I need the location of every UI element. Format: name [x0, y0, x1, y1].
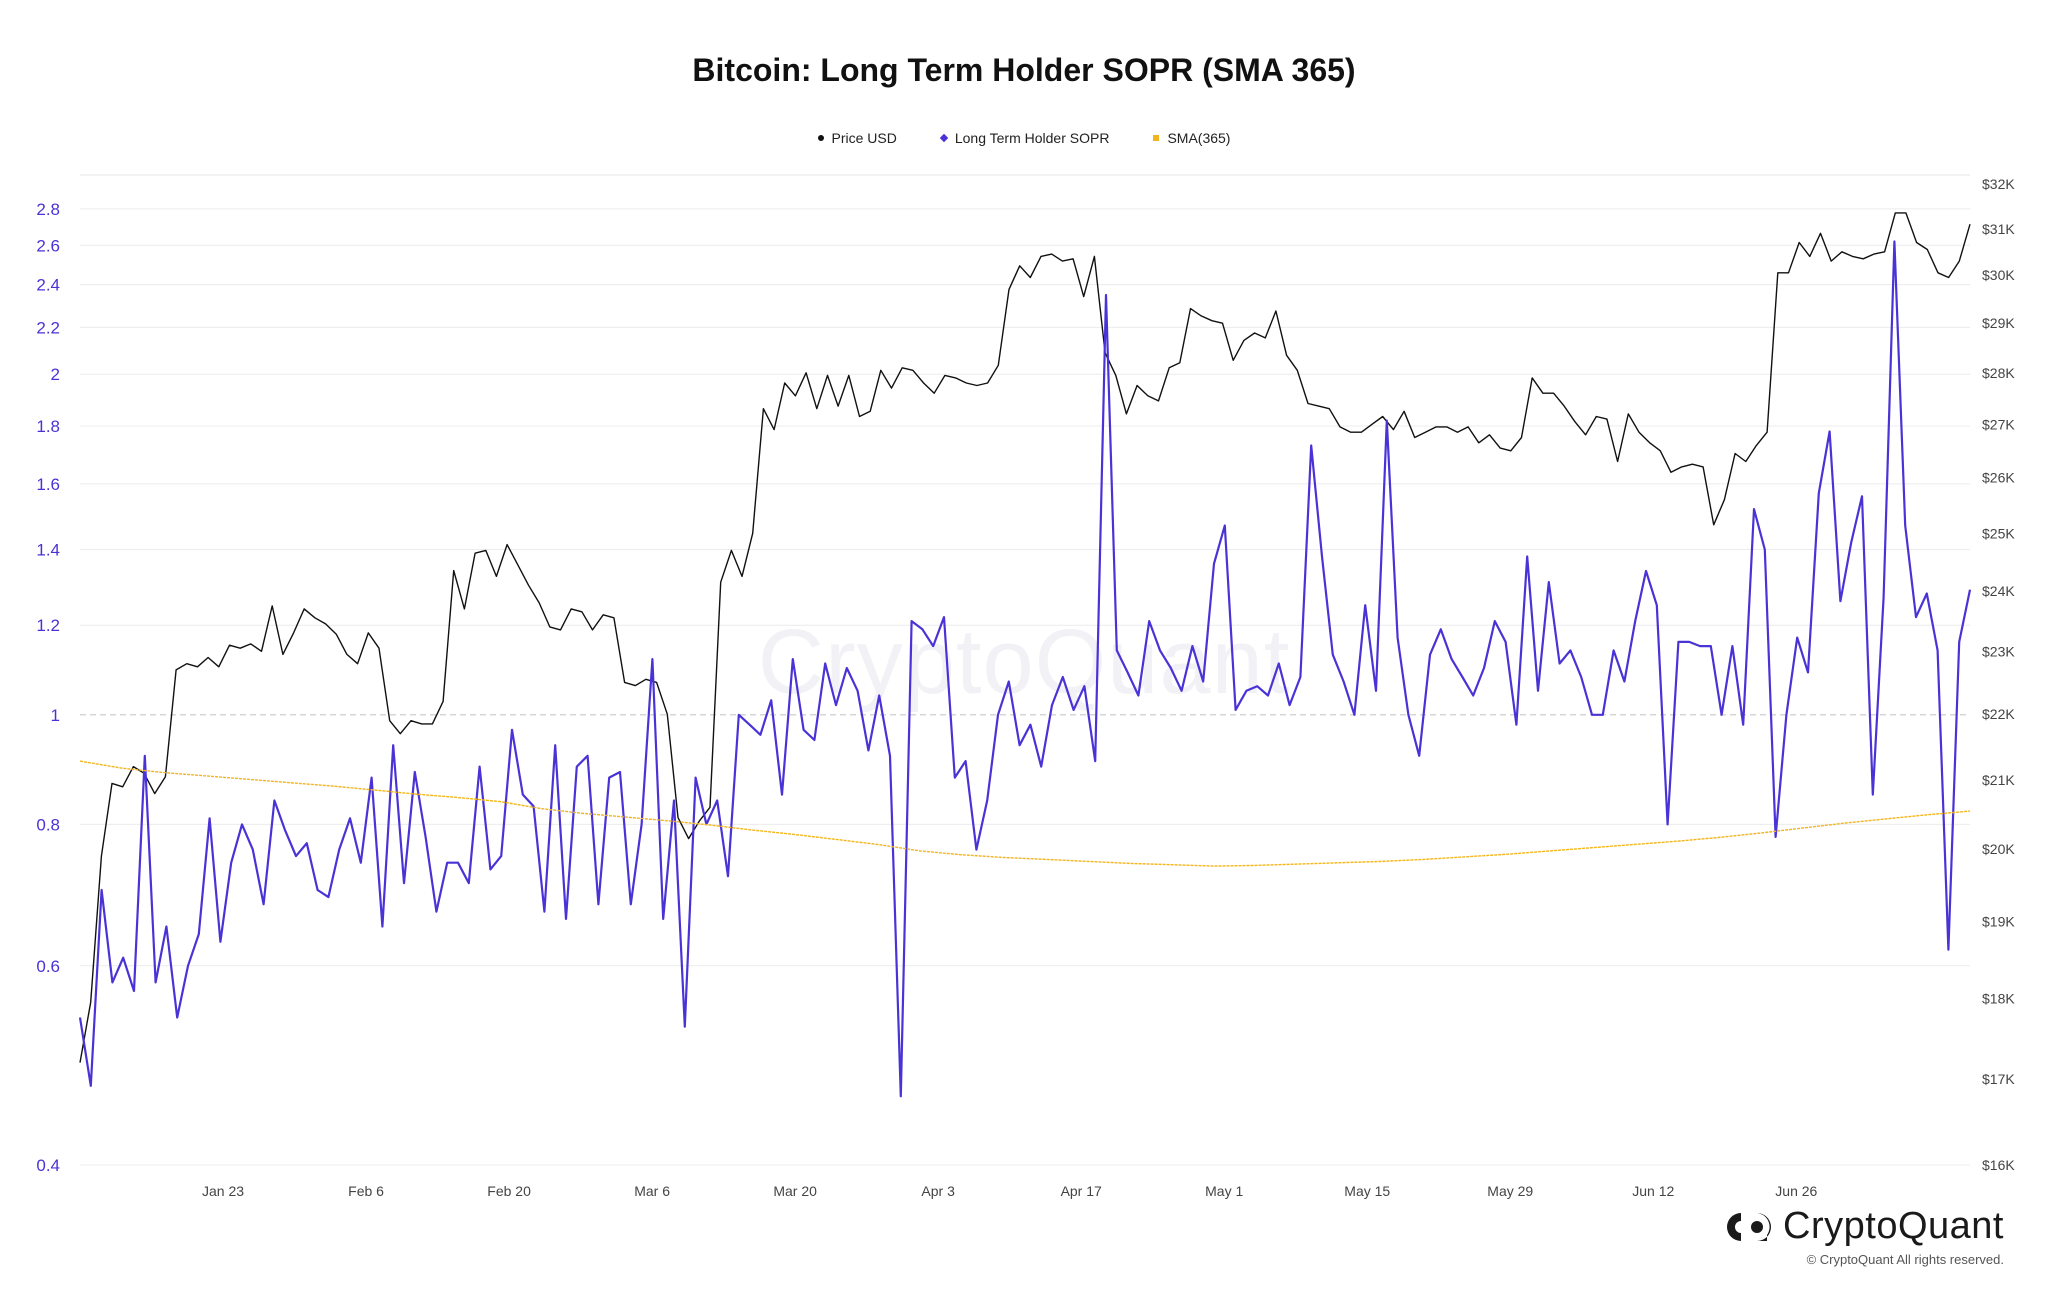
x-tick-label: May 15: [1344, 1183, 1390, 1199]
x-tick-label: Mar 20: [773, 1183, 817, 1199]
y-left-tick-label: 0.4: [36, 1156, 60, 1175]
axes: 2.8 2.6 2.4 2.2 2 1.8 1.6 1.4 1.2 1 0.8 0.6 0.4 $32K $…: [36, 176, 2015, 1199]
watermark: CryptoQuant: [757, 611, 1291, 713]
y-right-tick-label: $28K: [1982, 365, 2015, 381]
legend-item-lth-sopr[interactable]: Long Term Holder SOPR: [939, 130, 1110, 146]
y-left-tick-label: 2.6: [36, 236, 60, 255]
series-line-sma-365-: [79, 760, 1971, 867]
y-right-tick-label: $23K: [1982, 643, 2015, 659]
copyright-notice: © CryptoQuant All rights reserved.: [1806, 1252, 2004, 1267]
y-right-tick-label: $16K: [1982, 1157, 2015, 1173]
square-marker-icon: [1153, 135, 1160, 141]
x-tick-label: May 29: [1487, 1183, 1533, 1199]
y-right-tick-label: $22K: [1982, 706, 2015, 722]
x-tick-label: Feb 20: [487, 1183, 531, 1199]
y-left-tick-label: 0.6: [36, 957, 60, 976]
y-right-tick-label: $30K: [1982, 267, 2015, 283]
legend-item-sma[interactable]: SMA(365): [1153, 130, 1230, 146]
legend-item-price[interactable]: Price USD: [817, 130, 897, 146]
y-right-tick-label: $29K: [1982, 315, 2015, 331]
series-line-long-term-holder-sopr: [78, 240, 1972, 1098]
series-line-price-usd: [79, 212, 1971, 1063]
x-tick-label: Jan 23: [202, 1183, 244, 1199]
y-right-tick-label: $25K: [1982, 525, 2015, 541]
chart-title: Bitcoin: Long Term Holder SOPR (SMA 365): [692, 52, 1356, 88]
legend-label-sma: SMA(365): [1167, 130, 1231, 146]
x-tick-label: May 1: [1205, 1183, 1243, 1199]
y-left-tick-label: 2.4: [36, 276, 60, 295]
series-lines: [78, 212, 1972, 1098]
y-left-tick-label: 0.8: [36, 815, 60, 834]
y-left-tick-label: 1.8: [36, 417, 60, 436]
y-right-tick-label: $18K: [1982, 990, 2015, 1006]
x-tick-label: Feb 6: [348, 1183, 384, 1199]
y-left-tick-label: 1.4: [36, 540, 60, 559]
y-right-tick-label: $31K: [1982, 221, 2015, 237]
y-right-tick-label: $32K: [1982, 176, 2015, 192]
y-right-tick-label: $21K: [1982, 772, 2015, 788]
x-tick-label: Jun 26: [1775, 1183, 1817, 1199]
chart-legend: Price USD Long Term Holder SOPR SMA(365): [0, 130, 2048, 146]
y-right-tick-label: $24K: [1982, 583, 2015, 599]
legend-label-lth-sopr: Long Term Holder SOPR: [954, 130, 1110, 146]
circle-marker-icon: [817, 135, 824, 141]
y-left-tick-label: 2.2: [36, 318, 60, 337]
y-left-tick-label: 2.8: [36, 200, 60, 219]
x-tick-label: Apr 3: [921, 1183, 955, 1199]
cryptoquant-logo-icon: [1727, 1212, 1772, 1241]
y-right-tick-label: $19K: [1982, 914, 2015, 930]
legend-label-price: Price USD: [831, 130, 897, 146]
x-tick-label: Jun 12: [1632, 1183, 1674, 1199]
y-right-tick-label: $17K: [1982, 1071, 2015, 1087]
brand-name: CryptoQuant: [1783, 1205, 2004, 1247]
y-left-tick-label: 1: [51, 706, 60, 725]
y-left-tick-label: 1.2: [36, 616, 60, 635]
y-right-tick-label: $20K: [1982, 841, 2015, 857]
x-tick-label: Apr 17: [1061, 1183, 1102, 1199]
x-tick-label: Mar 6: [634, 1183, 670, 1199]
y-left-tick-label: 2: [51, 365, 60, 384]
y-left-tick-label: 1.6: [36, 475, 60, 494]
y-right-tick-label: $27K: [1982, 416, 2015, 432]
grid-lines: [80, 174, 1970, 1166]
brand-logo: CryptoQuant: [1727, 1205, 2004, 1248]
y-right-tick-label: $26K: [1982, 470, 2015, 486]
